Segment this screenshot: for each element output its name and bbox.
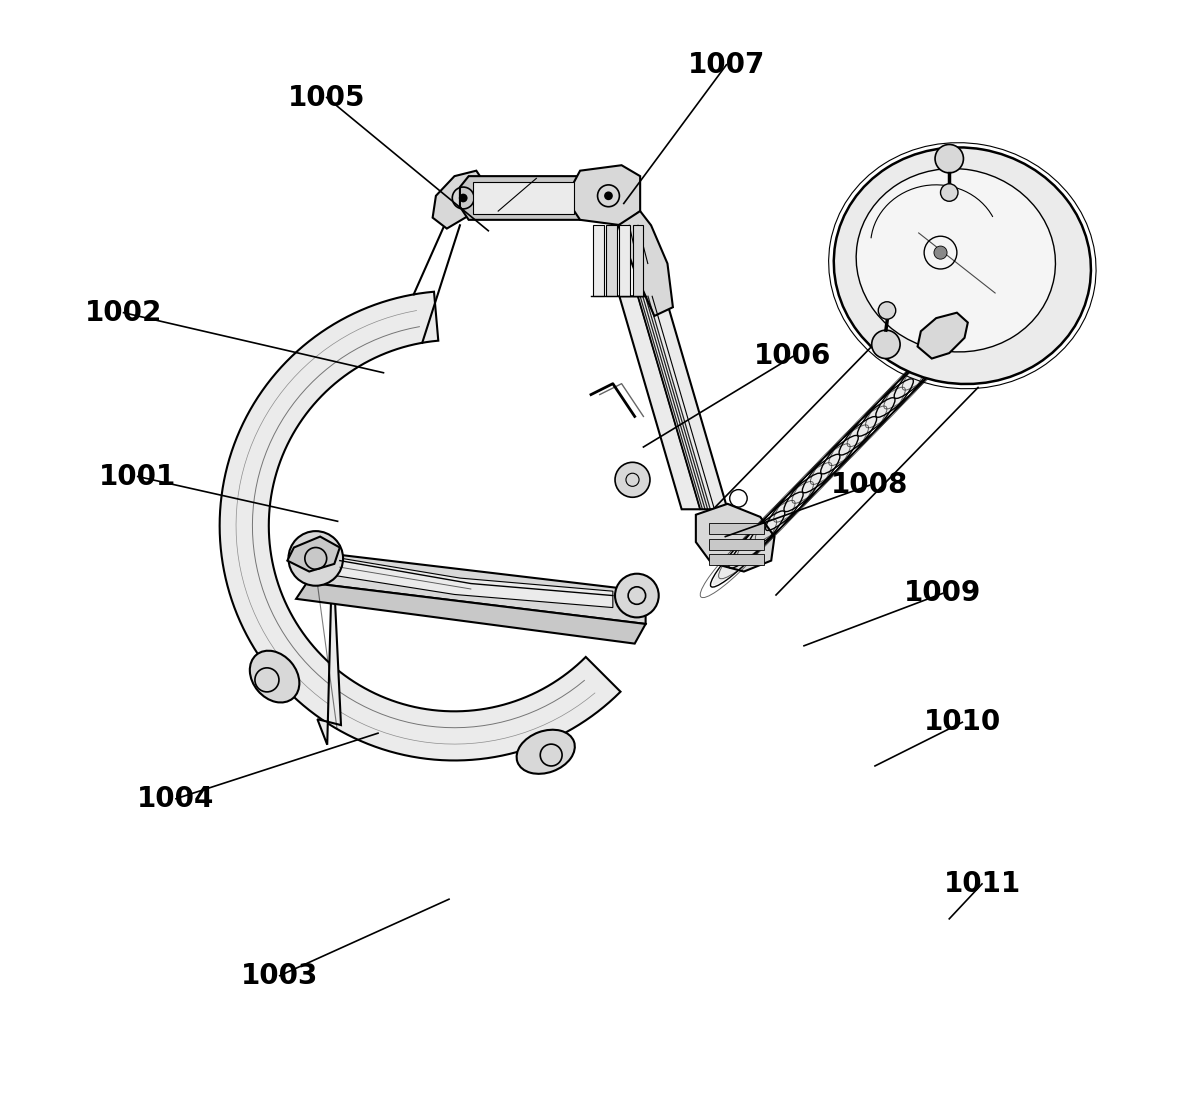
Ellipse shape	[730, 494, 801, 566]
Circle shape	[459, 194, 468, 203]
Text: 1009: 1009	[904, 579, 981, 608]
Circle shape	[615, 574, 658, 618]
Ellipse shape	[823, 400, 892, 472]
Polygon shape	[571, 165, 641, 226]
Polygon shape	[619, 297, 728, 509]
Ellipse shape	[249, 650, 299, 703]
Text: 1003: 1003	[241, 961, 318, 990]
Ellipse shape	[842, 381, 911, 453]
Ellipse shape	[517, 729, 574, 774]
Ellipse shape	[896, 324, 967, 396]
Polygon shape	[460, 176, 589, 220]
Polygon shape	[606, 226, 617, 297]
FancyBboxPatch shape	[709, 554, 764, 565]
Circle shape	[935, 145, 963, 173]
Ellipse shape	[713, 512, 782, 585]
FancyBboxPatch shape	[709, 523, 764, 534]
Polygon shape	[297, 583, 645, 644]
Polygon shape	[632, 226, 643, 297]
Polygon shape	[917, 313, 968, 358]
Ellipse shape	[749, 475, 819, 548]
Text: 1004: 1004	[137, 785, 215, 812]
Text: 1002: 1002	[85, 299, 162, 326]
Circle shape	[941, 184, 957, 201]
Ellipse shape	[856, 169, 1056, 351]
Polygon shape	[593, 226, 604, 297]
Polygon shape	[297, 550, 645, 624]
Circle shape	[615, 462, 650, 497]
Polygon shape	[318, 542, 340, 745]
FancyBboxPatch shape	[709, 539, 764, 550]
Circle shape	[878, 302, 896, 320]
Circle shape	[871, 331, 901, 358]
Polygon shape	[287, 537, 339, 572]
Polygon shape	[618, 211, 673, 316]
Polygon shape	[619, 226, 630, 297]
Circle shape	[604, 192, 612, 200]
Ellipse shape	[833, 148, 1091, 384]
Circle shape	[934, 246, 947, 260]
Ellipse shape	[859, 362, 930, 434]
Text: 1007: 1007	[688, 50, 765, 79]
FancyBboxPatch shape	[473, 182, 573, 215]
Polygon shape	[696, 504, 774, 572]
Ellipse shape	[786, 438, 856, 509]
Circle shape	[288, 531, 343, 586]
Polygon shape	[324, 556, 612, 608]
Text: 1008: 1008	[831, 471, 908, 499]
Ellipse shape	[878, 343, 948, 415]
Ellipse shape	[767, 457, 838, 529]
Text: 1001: 1001	[99, 462, 176, 491]
Polygon shape	[220, 291, 621, 760]
Text: 1005: 1005	[288, 83, 365, 112]
Text: 1010: 1010	[923, 708, 1001, 736]
Text: 1006: 1006	[754, 343, 832, 370]
Text: 1011: 1011	[943, 869, 1020, 898]
Ellipse shape	[804, 418, 875, 491]
Polygon shape	[433, 171, 487, 229]
